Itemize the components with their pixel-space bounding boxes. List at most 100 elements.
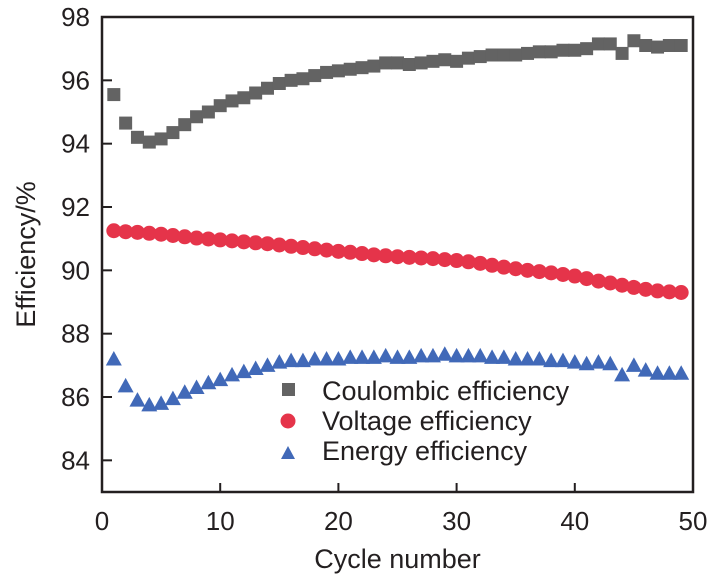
plot-frame — [100, 15, 695, 494]
data-point-circle — [248, 235, 264, 251]
data-point-triangle — [212, 371, 229, 387]
x-tick-label: 30 — [442, 506, 471, 536]
data-point-triangle — [424, 347, 441, 363]
data-point-square — [367, 59, 381, 73]
legend-item-energy: Energy efficiency — [281, 436, 528, 466]
data-point-triangle — [224, 366, 241, 382]
data-point-circle — [508, 261, 524, 277]
data-point-triangle — [141, 396, 158, 412]
data-point-triangle — [637, 362, 654, 377]
y-tick-label: 88 — [61, 319, 90, 349]
legend: Coulombic efficiency Voltage efficiency … — [280, 376, 570, 466]
data-point-square — [379, 56, 393, 70]
data-point-circle — [330, 243, 346, 259]
data-point-triangle — [401, 349, 418, 364]
data-point-triangle — [507, 351, 524, 366]
data-point-square — [509, 48, 523, 62]
data-point-circle — [153, 226, 169, 242]
data-point-triangle — [330, 351, 347, 366]
data-point-triangle — [554, 352, 571, 368]
data-point-square — [166, 126, 180, 140]
data-point-circle — [449, 253, 465, 269]
data-point-circle — [200, 231, 216, 247]
data-point-square — [438, 53, 452, 67]
data-point-square — [568, 43, 582, 57]
data-point-triangle — [365, 349, 382, 364]
data-point-circle — [366, 247, 382, 263]
data-point-square — [391, 56, 404, 70]
data-point-triangle — [413, 347, 430, 363]
data-point-circle — [129, 224, 145, 240]
data-point-triangle — [436, 346, 453, 361]
y-tick-label: 94 — [61, 129, 90, 159]
data-point-triangle — [164, 390, 181, 406]
data-point-circle — [307, 241, 323, 257]
series-square — [107, 34, 688, 149]
data-point-square — [130, 130, 144, 144]
data-point-triangle — [129, 392, 146, 407]
legend-circle-marker — [280, 413, 296, 429]
data-point-square — [308, 69, 322, 83]
data-point-circle — [590, 273, 606, 289]
data-point-circle — [177, 229, 193, 245]
x-axis: 0 10 20 30 40 50 — [95, 483, 707, 536]
legend-label: Energy efficiency — [322, 436, 528, 466]
data-point-circle — [342, 244, 358, 260]
x-tick-label: 10 — [206, 506, 235, 536]
data-point-square — [272, 77, 286, 90]
data-point-circle — [460, 254, 476, 270]
data-point-circle — [413, 250, 429, 266]
data-point-circle — [472, 255, 488, 271]
x-tick-label: 40 — [560, 506, 589, 536]
data-point-circle — [543, 265, 559, 281]
data-point-triangle — [342, 349, 359, 364]
data-point-triangle — [176, 384, 193, 399]
data-point-square — [331, 64, 345, 78]
data-point-triangle — [531, 351, 548, 366]
data-point-square — [355, 61, 369, 75]
data-point-triangle — [377, 347, 394, 363]
data-point-circle — [224, 233, 240, 249]
legend-item-voltage: Voltage efficiency — [280, 406, 532, 436]
data-point-square — [190, 110, 204, 124]
data-point-square — [521, 46, 535, 60]
data-point-circle — [378, 248, 394, 264]
data-point-triangle — [472, 347, 489, 363]
data-point-triangle — [105, 351, 122, 366]
data-point-circle — [496, 259, 512, 275]
data-point-circle — [626, 279, 642, 295]
data-point-circle — [661, 284, 677, 300]
data-point-square — [497, 48, 511, 62]
data-point-square — [615, 46, 629, 60]
data-point-triangle — [117, 377, 134, 393]
series-triangle — [105, 346, 690, 412]
data-point-square — [544, 45, 558, 59]
data-point-circle — [650, 283, 666, 299]
data-point-circle — [484, 257, 500, 273]
legend-item-coulombic: Coulombic efficiency — [282, 376, 570, 406]
data-point-circle — [354, 246, 370, 262]
data-point-square — [107, 88, 121, 102]
y-tick-label: 84 — [61, 445, 90, 475]
data-point-triangle — [271, 354, 288, 369]
data-point-triangle — [566, 354, 583, 369]
data-point-square — [556, 43, 570, 57]
data-point-triangle — [448, 347, 465, 363]
data-point-circle — [425, 251, 441, 267]
data-point-circle — [673, 285, 689, 300]
data-point-square — [450, 54, 464, 68]
data-point-triangle — [543, 352, 560, 368]
data-point-triangle — [153, 395, 170, 410]
data-point-triangle — [259, 357, 276, 372]
data-point-square — [201, 105, 215, 119]
x-tick-label: 0 — [95, 506, 109, 536]
data-point-triangle — [354, 349, 371, 364]
data-point-circle — [283, 238, 299, 254]
data-point-square — [532, 45, 546, 59]
data-point-circle — [165, 228, 181, 243]
data-point-circle — [295, 240, 311, 256]
data-point-circle — [212, 232, 228, 248]
data-point-square — [580, 42, 594, 56]
data-point-circle — [531, 264, 547, 280]
data-point-square — [473, 50, 487, 64]
